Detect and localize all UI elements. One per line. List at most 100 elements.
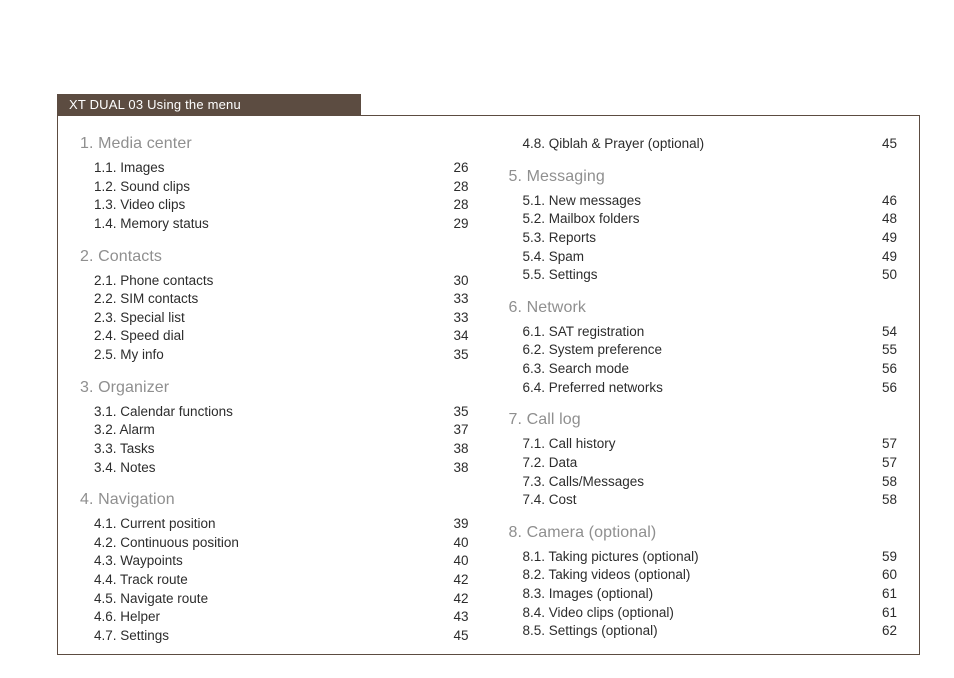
toc-item-label: 8.3. Images (optional) xyxy=(523,585,654,604)
toc-item: 6.3. Search mode 56 xyxy=(523,360,898,379)
toc-item-page: 42 xyxy=(443,590,468,609)
toc-item-label: 8.4. Video clips (optional) xyxy=(523,604,674,623)
toc-item-label: 4.8. Qiblah & Prayer (optional) xyxy=(523,135,705,154)
toc-item-label: 2.5. My info xyxy=(94,346,164,365)
toc-item-label: 2.1. Phone contacts xyxy=(94,272,213,291)
toc-item-page: 59 xyxy=(872,548,897,567)
toc-item-label: 5.5. Settings xyxy=(523,266,598,285)
toc-item: 3.1. Calendar functions 35 xyxy=(94,403,469,422)
toc-item: 6.4. Preferred networks56 xyxy=(523,379,898,398)
section-items: 2.1. Phone contacts 30 2.2. SIM contacts 33… xyxy=(80,272,469,365)
section-items: 1.1. Images261.2. Sound clips281.3. Vide… xyxy=(80,159,469,234)
toc-item-label: 5.2. Mailbox folders xyxy=(523,210,640,229)
toc-item-page: 38 xyxy=(443,459,468,478)
section-title: 6. Network xyxy=(509,299,898,317)
toc-item: 4.5. Navigate route42 xyxy=(94,590,469,609)
toc-item-label: 3.2. Alarm xyxy=(94,421,155,440)
toc-item-label: 2.4. Speed dial xyxy=(94,327,184,346)
toc-item-page: 61 xyxy=(872,604,897,623)
toc-item-page: 33 xyxy=(443,290,468,309)
toc-item-label: 4.2. Continuous position xyxy=(94,534,239,553)
toc-item: 5.1. New messages 46 xyxy=(523,192,898,211)
toc-item: 7.2. Data57 xyxy=(523,454,898,473)
columns: 1. Media center 1.1. Images261.2. Sound c… xyxy=(80,135,897,636)
toc-item: 2.4. Speed dial34 xyxy=(94,327,469,346)
toc-item-page: 43 xyxy=(443,608,468,627)
toc-item-label: 4.6. Helper xyxy=(94,608,160,627)
toc-item-label: 3.3. Tasks xyxy=(94,440,155,459)
section-title: 2. Contacts xyxy=(80,248,469,266)
page: XT DUAL 03 Using the menu 1. Media cente… xyxy=(0,0,954,678)
section-title: 5. Messaging xyxy=(509,168,898,186)
section-title: 3. Organizer xyxy=(80,379,469,397)
toc-item-label: 7.3. Calls/Messages xyxy=(523,473,645,492)
toc-item: 3.4. Notes38 xyxy=(94,459,469,478)
toc-item-page: 26 xyxy=(443,159,468,178)
toc-item: 5.4. Spam49 xyxy=(523,248,898,267)
toc-item-label: 7.1. Call history xyxy=(523,435,616,454)
toc-item-page: 30 xyxy=(443,272,468,291)
toc-item-page: 46 xyxy=(872,192,897,211)
toc-item: 6.1. SAT registration54 xyxy=(523,323,898,342)
toc-item-page: 55 xyxy=(872,341,897,360)
toc-item-page: 57 xyxy=(872,454,897,473)
toc-item: 4.7. Settings45 xyxy=(94,627,469,646)
toc-item: 5.5. Settings50 xyxy=(523,266,898,285)
toc-item-page: 35 xyxy=(443,346,468,365)
toc-item-page: 37 xyxy=(443,421,468,440)
section-items: 8.1. Taking pictures (optional)598.2. Ta… xyxy=(509,548,898,641)
toc-item-page: 58 xyxy=(872,473,897,492)
toc-item-page: 39 xyxy=(443,515,468,534)
toc-item: 5.3. Reports49 xyxy=(523,229,898,248)
toc-item: 2.3. Special list 33 xyxy=(94,309,469,328)
toc-item-label: 6.2. System preference xyxy=(523,341,663,360)
toc-item-page: 33 xyxy=(443,309,468,328)
toc-item-label: 2.2. SIM contacts xyxy=(94,290,198,309)
toc-item-label: 2.3. Special list xyxy=(94,309,185,328)
toc-item-label: 6.1. SAT registration xyxy=(523,323,645,342)
toc-item-page: 40 xyxy=(443,534,468,553)
toc-item-page: 28 xyxy=(443,178,468,197)
toc-item: 2.2. SIM contacts 33 xyxy=(94,290,469,309)
section-title: 7. Call log xyxy=(509,411,898,429)
toc-item-page: 62 xyxy=(872,622,897,641)
section-title: 1. Media center xyxy=(80,135,469,153)
toc-item: 3.2. Alarm 37 xyxy=(94,421,469,440)
toc-item-label: 1.3. Video clips xyxy=(94,196,185,215)
toc-item: 7.4. Cost58 xyxy=(523,491,898,510)
toc-item: 2.5. My info 35 xyxy=(94,346,469,365)
toc-item-page: 60 xyxy=(872,566,897,585)
toc-item-label: 8.5. Settings (optional) xyxy=(523,622,658,641)
toc-item: 4.8. Qiblah & Prayer (optional) 45 xyxy=(523,135,898,154)
toc-item-page: 61 xyxy=(872,585,897,604)
section-items: 5.1. New messages 46 5.2. Mailbox folders 4… xyxy=(509,192,898,285)
toc-item: 6.2. System preference 55 xyxy=(523,341,898,360)
toc-item-page: 58 xyxy=(872,491,897,510)
section-items: 4.1. Current position394.2. Continuous p… xyxy=(80,515,469,645)
toc-item-label: 6.3. Search mode xyxy=(523,360,630,379)
section-title: 4. Navigation xyxy=(80,491,469,509)
toc-item-page: 40 xyxy=(443,552,468,571)
section-title: 8. Camera (optional) xyxy=(509,524,898,542)
toc-item-page: 56 xyxy=(872,360,897,379)
toc-item-page: 42 xyxy=(443,571,468,590)
toc-item: 4.2. Continuous position 40 xyxy=(94,534,469,553)
toc-item: 8.3. Images (optional) 61 xyxy=(523,585,898,604)
toc-item-page: 38 xyxy=(443,440,468,459)
toc-item: 1.3. Video clips28 xyxy=(94,196,469,215)
toc-item: 8.4. Video clips (optional) 61 xyxy=(523,604,898,623)
toc-item: 1.1. Images26 xyxy=(94,159,469,178)
toc-item: 8.1. Taking pictures (optional)59 xyxy=(523,548,898,567)
toc-item-page: 45 xyxy=(872,135,897,154)
toc-item-label: 4.4. Track route xyxy=(94,571,188,590)
toc-item-page: 35 xyxy=(443,403,468,422)
toc-item-label: 1.2. Sound clips xyxy=(94,178,190,197)
section-items-continued: 4.8. Qiblah & Prayer (optional) 45 xyxy=(509,135,898,154)
toc-item-page: 49 xyxy=(872,229,897,248)
toc-item-label: 3.1. Calendar functions xyxy=(94,403,233,422)
toc-item-label: 5.1. New messages xyxy=(523,192,642,211)
toc-item: 4.4. Track route 42 xyxy=(94,571,469,590)
toc-item-label: 6.4. Preferred networks xyxy=(523,379,663,398)
toc-item: 7.3. Calls/Messages 58 xyxy=(523,473,898,492)
toc-item: 3.3. Tasks 38 xyxy=(94,440,469,459)
